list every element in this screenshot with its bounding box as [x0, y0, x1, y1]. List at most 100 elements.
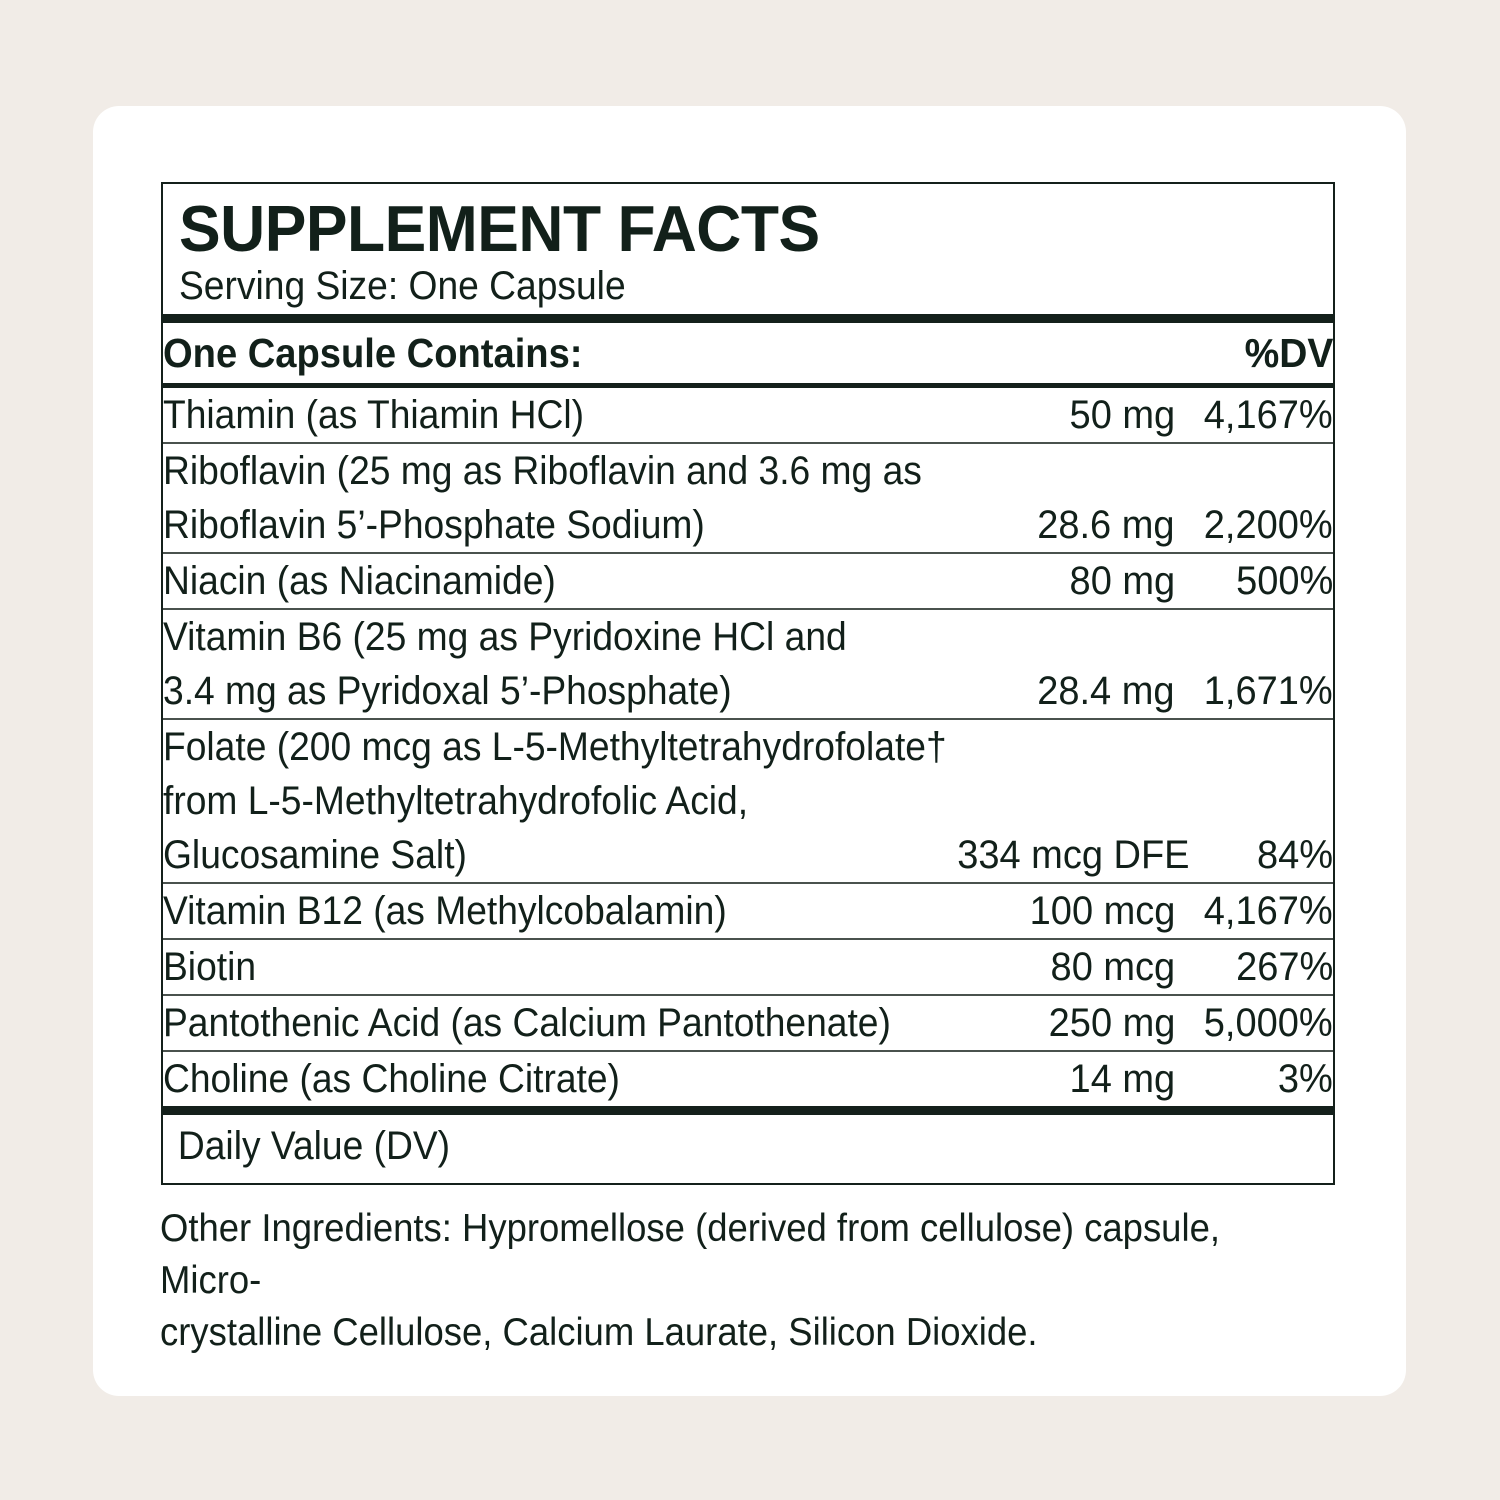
supplement-facts-table: One Capsule Contains: %DV	[163, 323, 1333, 383]
row-divider-cell	[163, 882, 1333, 884]
nutrient-name-cell: Riboflavin 5’-Phosphate Sodium)	[163, 498, 945, 552]
table-row: Riboflavin (25 mg as Riboflavin and 3.6 …	[163, 444, 1333, 498]
rule-above-daily-value	[163, 1106, 1333, 1115]
nutrient-amount-cell	[945, 774, 1175, 828]
table-row: Pantothenic Acid (as Calcium Pantothenat…	[163, 996, 1333, 1050]
row-divider-line	[163, 994, 1333, 996]
nutrient-amount-cell	[945, 720, 1175, 774]
nutrient-name-cell: Folate (200 mcg as L-5-Methyltetrahydrof…	[163, 720, 947, 774]
row-divider	[163, 1050, 1333, 1052]
row-divider	[163, 882, 1333, 884]
nutrient-amount-text: 50 mg	[1069, 393, 1175, 437]
row-divider-line	[163, 718, 1333, 720]
table-row: from L-5-Methyltetrahydrofolic Acid,	[163, 774, 1333, 828]
row-divider	[163, 608, 1333, 610]
other-ingredients-line: Other Ingredients: Hypromellose (derived…	[160, 1207, 1220, 1302]
table-row: Vitamin B12 (as Methylcobalamin) 100 mcg 4…	[163, 884, 1333, 938]
row-divider-line	[163, 552, 1333, 554]
row-divider-line	[163, 938, 1333, 940]
nutrient-name-cell: Biotin	[163, 940, 945, 994]
nutrient-amount-text: 28.6 mg	[1037, 503, 1175, 547]
nutrient-dv-cell: 3%	[1175, 1052, 1333, 1106]
row-divider-line	[163, 608, 1333, 610]
table-row: Choline (as Choline Citrate) 14 mg 3%	[163, 1052, 1333, 1106]
nutrient-dv-cell: 2,200%	[1175, 498, 1333, 552]
nutrient-amount-cell: 28.4 mg	[945, 664, 1175, 718]
nutrient-dv-cell: 5,000%	[1175, 996, 1333, 1050]
nutrient-name-text: Riboflavin 5’-Phosphate Sodium)	[163, 503, 705, 547]
table-row: 3.4 mg as Pyridoxal 5’-Phosphate) 28.4 mg…	[163, 664, 1333, 718]
nutrient-name-text: Biotin	[163, 945, 257, 989]
nutrient-dv-text: 1,671%	[1204, 669, 1333, 713]
nutrient-amount-cell: 14 mg	[945, 1052, 1175, 1106]
nutrient-amount-cell: 334 mcg DFE	[945, 828, 1189, 882]
row-divider-cell	[163, 552, 1333, 554]
nutrient-dv-cell: 500%	[1175, 554, 1333, 608]
nutrient-dv-cell: 4,167%	[1175, 388, 1333, 442]
row-divider-cell	[163, 938, 1333, 940]
nutrient-name-cell: 3.4 mg as Pyridoxal 5’-Phosphate)	[163, 664, 945, 718]
nutrient-dv-text: 4,167%	[1204, 393, 1333, 437]
nutrient-dv-text: 5,000%	[1204, 1001, 1333, 1045]
nutrient-dv-cell	[1175, 720, 1333, 774]
table-row: Folate (200 mcg as L-5-Methyltetrahydrof…	[163, 720, 1333, 774]
row-divider-line	[163, 882, 1333, 884]
row-divider-line	[163, 442, 1333, 444]
nutrient-amount-cell: 50 mg	[945, 388, 1175, 442]
nutrient-amount-text: 250 mg	[1048, 1001, 1175, 1045]
nutrient-name-text: Folate (200 mcg as L-5-Methyltetrahydrof…	[163, 725, 947, 769]
nutrient-name-text: Choline (as Choline Citrate)	[163, 1057, 620, 1101]
nutrient-dv-text: 84%	[1256, 833, 1333, 877]
daily-value-note: Daily Value (DV)	[177, 1124, 451, 1168]
nutrient-name-cell: Choline (as Choline Citrate)	[163, 1052, 945, 1106]
row-divider	[163, 994, 1333, 996]
nutrient-amount-cell	[945, 444, 1175, 498]
nutrient-dv-cell: 84%	[1175, 828, 1333, 882]
rule-below-serving-size	[163, 314, 1333, 323]
rule-below-table-header	[163, 383, 1333, 388]
nutrient-name-cell: Thiamin (as Thiamin HCl)	[163, 388, 945, 442]
table-row: Biotin 80 mcg 267%	[163, 940, 1333, 994]
nutrient-amount-cell: 28.6 mg	[945, 498, 1175, 552]
nutrient-dv-text: 500%	[1235, 559, 1333, 603]
nutrient-name-text: 3.4 mg as Pyridoxal 5’-Phosphate)	[163, 669, 732, 713]
nutrient-amount-cell: 100 mcg	[945, 884, 1175, 938]
row-divider-line	[163, 1050, 1333, 1052]
header-cell-name: One Capsule Contains:	[163, 330, 583, 376]
nutrient-rows-body: Thiamin (as Thiamin HCl) 50 mg 4,167% Ribof…	[163, 388, 1333, 1106]
nutrient-amount-cell: 250 mg	[945, 996, 1175, 1050]
table-header-row: One Capsule Contains: %DV	[163, 323, 1333, 383]
row-divider	[163, 718, 1333, 720]
nutrient-name-text: Vitamin B6 (25 mg as Pyridoxine HCl and	[163, 615, 847, 659]
nutrient-dv-cell: 267%	[1175, 940, 1333, 994]
row-divider-cell	[163, 994, 1333, 996]
row-divider-cell	[163, 1050, 1333, 1052]
supplement-rows-table: Thiamin (as Thiamin HCl) 50 mg 4,167% Ribof…	[163, 388, 1333, 1106]
nutrient-amount-text: 80 mg	[1069, 559, 1175, 603]
nutrient-name-cell: Glucosamine Salt)	[163, 828, 945, 882]
nutrient-dv-text: 3%	[1278, 1057, 1333, 1101]
serving-size-text: Serving Size: One Capsule	[179, 264, 626, 308]
nutrient-name-text: Riboflavin (25 mg as Riboflavin and 3.6 …	[163, 449, 922, 493]
nutrient-amount-text: 28.4 mg	[1037, 669, 1175, 713]
supplement-facts-panel: SUPPLEMENT FACTS Serving Size: One Capsu…	[161, 182, 1335, 1185]
nutrient-name-cell: Niacin (as Niacinamide)	[163, 554, 945, 608]
nutrient-name-cell: Vitamin B6 (25 mg as Pyridoxine HCl and	[163, 610, 945, 664]
nutrient-dv-text: 267%	[1235, 945, 1333, 989]
nutrient-amount-cell: 80 mcg	[945, 940, 1175, 994]
nutrient-name-cell: Vitamin B12 (as Methylcobalamin)	[163, 884, 945, 938]
nutrient-name-text: Glucosamine Salt)	[163, 833, 467, 877]
table-row: Vitamin B6 (25 mg as Pyridoxine HCl and	[163, 610, 1333, 664]
header-cell-amount	[945, 323, 1175, 383]
nutrient-amount-text: 100 mcg	[1029, 889, 1175, 933]
nutrient-dv-text: 4,167%	[1204, 889, 1333, 933]
facts-header-block: SUPPLEMENT FACTS Serving Size: One Capsu…	[163, 192, 1333, 309]
header-cell-dv: %DV	[1244, 330, 1333, 376]
other-ingredients-block: Other Ingredients: Hypromellose (derived…	[160, 1203, 1271, 1359]
other-ingredients-line: crystalline Cellulose, Calcium Laurate, …	[160, 1311, 1038, 1354]
nutrient-amount-text: 80 mcg	[1050, 945, 1175, 989]
page-title: SUPPLEMENT FACTS	[179, 192, 820, 265]
facts-table-body: One Capsule Contains: %DV	[163, 323, 1333, 383]
nutrient-dv-cell: 4,167%	[1175, 884, 1333, 938]
supplement-label-card: SUPPLEMENT FACTS Serving Size: One Capsu…	[93, 106, 1406, 1396]
